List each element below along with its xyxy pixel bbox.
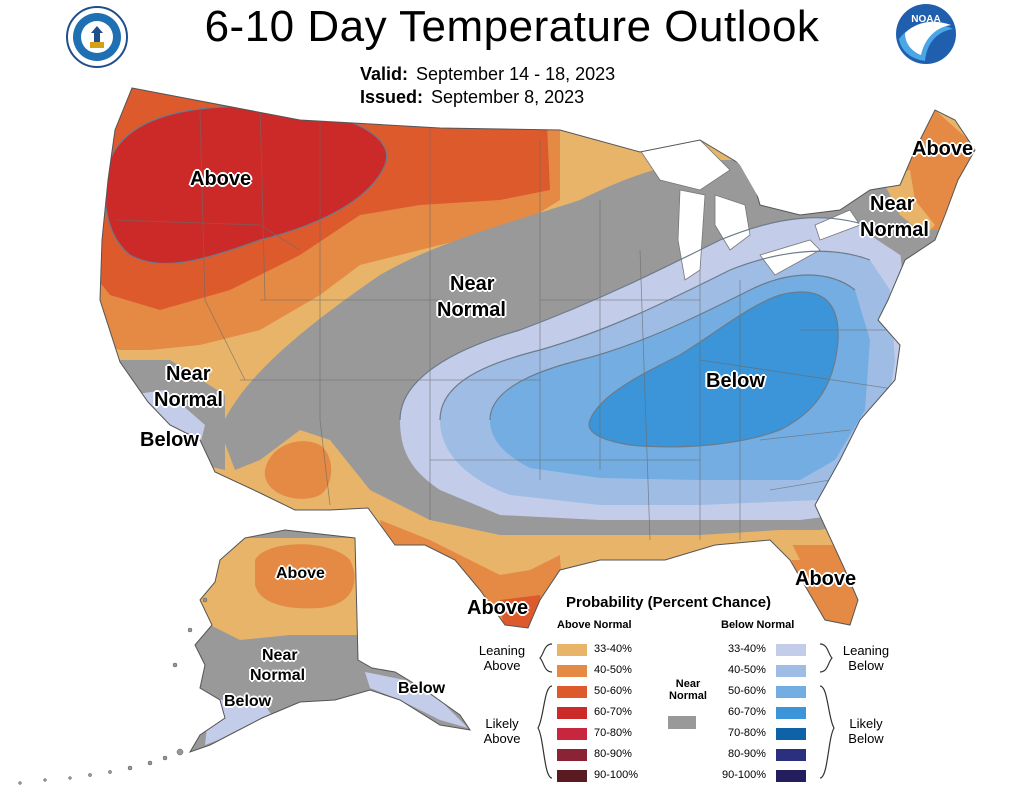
legend-below-swatch xyxy=(776,686,806,698)
label-plains-normal: Normal xyxy=(437,299,506,321)
legend-below-range: 90-100% xyxy=(722,769,767,781)
legend-title: Probability (Percent Chance) xyxy=(566,594,772,611)
legend-below-swatch xyxy=(776,749,806,761)
legend-above-swatch xyxy=(557,686,587,698)
legend-above-swatch xyxy=(557,665,587,677)
legend-above-swatch xyxy=(557,728,587,740)
label-ak-below-southeast: Below xyxy=(398,680,446,697)
legend-near-swatch xyxy=(668,716,696,729)
label-nw-above: Above xyxy=(190,168,252,190)
issued-date: September 8, 2023 xyxy=(431,87,585,107)
legend-above-range: 33-40% xyxy=(594,643,632,655)
legend-below-range: 50-60% xyxy=(728,685,766,697)
legend-above-swatch xyxy=(557,749,587,761)
noaa-logo-icon: NOAA xyxy=(895,3,957,70)
label-ca-below: Below xyxy=(140,429,199,451)
label-ne-above: Above xyxy=(912,138,974,160)
page-title: 6-10 Day Temperature Outlook xyxy=(204,2,820,51)
issued-line: Issued: September 8, 2023 xyxy=(360,87,584,108)
legend-likely-below: Likely Below xyxy=(848,716,884,746)
label-ak-normal: Normal xyxy=(250,667,306,684)
legend-above-range: 40-50% xyxy=(594,664,632,676)
legend-above-range: 80-90% xyxy=(594,748,632,760)
legend-above-range: 50-60% xyxy=(594,685,632,697)
legend-above-swatch xyxy=(557,644,587,656)
legend-below-swatch xyxy=(776,665,806,677)
legend-above-range: 60-70% xyxy=(594,706,632,718)
legend-above-range: 70-80% xyxy=(594,727,632,739)
label-ak-above: Above xyxy=(276,565,325,582)
label-ak-near: Near xyxy=(262,647,298,664)
legend-below-range: 70-80% xyxy=(728,727,766,739)
legend-below-swatch xyxy=(776,728,806,740)
label-ca-normal: Normal xyxy=(154,389,223,411)
department-of-commerce-seal-icon xyxy=(66,6,128,73)
legend-below-heading: Below Normal xyxy=(721,619,795,631)
legend-above-range: 90-100% xyxy=(594,769,639,781)
label-ca-near: Near xyxy=(166,363,211,385)
legend-leaning-above: Leaning Above xyxy=(478,643,526,673)
noaa-text: NOAA xyxy=(911,14,940,25)
valid-dates: September 14 - 18, 2023 xyxy=(416,64,616,84)
issued-label: Issued: xyxy=(360,87,424,107)
legend-likely-above: Likely Above xyxy=(483,716,521,746)
legend-above-swatch xyxy=(557,707,587,719)
label-ak-below-west: Below xyxy=(224,693,272,710)
legend-below-swatch xyxy=(776,707,806,719)
label-ne-near: Near xyxy=(870,193,915,215)
legend-below-range: 80-90% xyxy=(728,748,766,760)
legend-below-swatch xyxy=(776,644,806,656)
legend-leaning-below: Leaning Below xyxy=(842,643,890,673)
label-plains-near: Near xyxy=(450,273,495,295)
label-tx-above: Above xyxy=(467,597,529,619)
legend-braces xyxy=(537,643,835,779)
valid-label: Valid: xyxy=(360,64,409,84)
label-se-below: Below xyxy=(706,370,765,392)
legend-above-swatch xyxy=(557,770,587,782)
legend-below-range: 60-70% xyxy=(728,706,766,718)
legend-below-swatch xyxy=(776,770,806,782)
legend-below-range: 40-50% xyxy=(728,664,766,676)
valid-line: Valid: September 14 - 18, 2023 xyxy=(360,64,615,85)
label-fl-above: Above xyxy=(795,568,857,590)
legend-near-heading: Near Normal xyxy=(669,678,707,702)
legend-below-range: 33-40% xyxy=(728,643,766,655)
label-ne-normal: Normal xyxy=(860,219,929,241)
legend-above-heading: Above Normal xyxy=(557,619,632,631)
